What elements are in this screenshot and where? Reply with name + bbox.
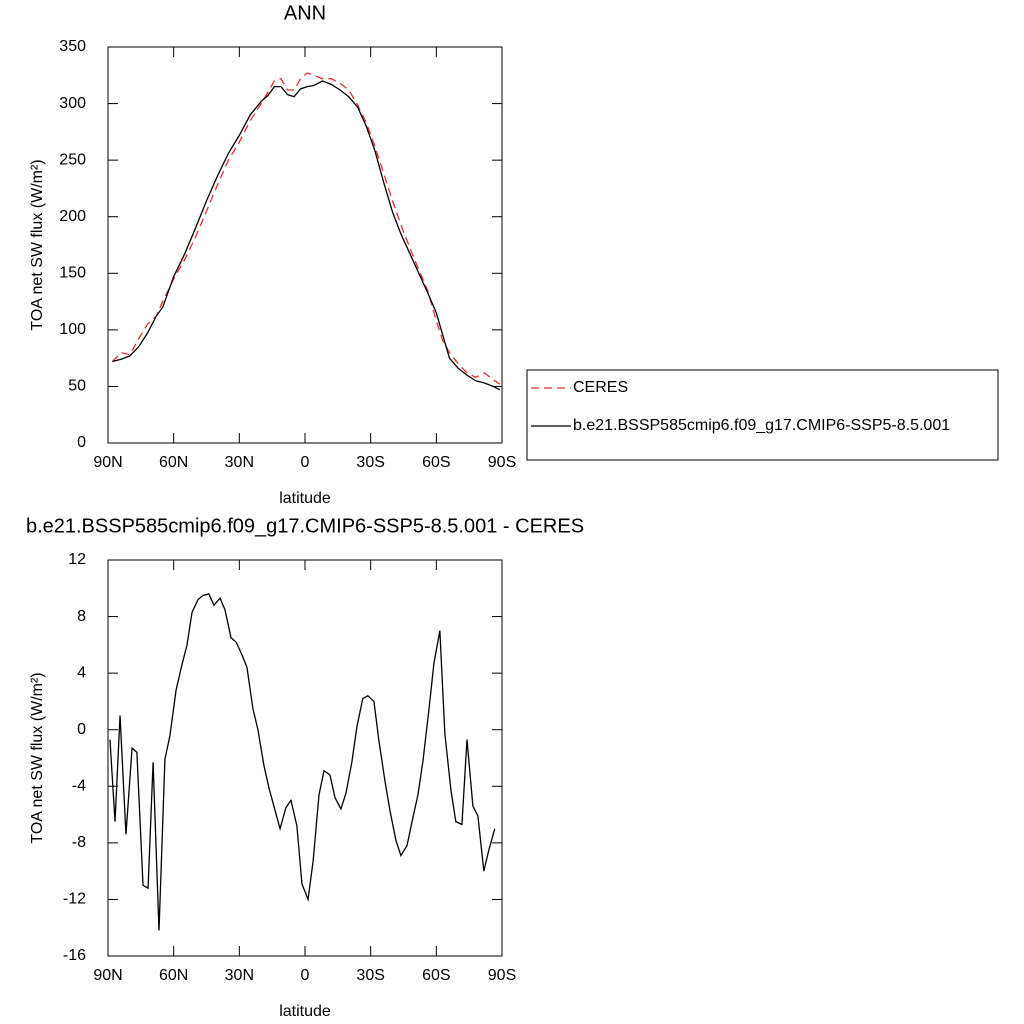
x-tick-label: 90N bbox=[93, 454, 122, 471]
legend-label: CERES bbox=[573, 379, 628, 396]
x-tick-label: 90N bbox=[93, 967, 122, 984]
x-tick-label: 90S bbox=[488, 967, 516, 984]
y-tick-label: 150 bbox=[59, 265, 86, 282]
x-tick-label: 90S bbox=[488, 454, 516, 471]
y-tick-label: -4 bbox=[72, 778, 86, 795]
x-axis-label: latitude bbox=[279, 1003, 331, 1020]
y-tick-label: 250 bbox=[59, 151, 86, 168]
y-tick-label: 300 bbox=[59, 95, 86, 112]
legend-label: b.e21.BSSP585cmip6.f09_g17.CMIP6-SSP5-8.… bbox=[573, 417, 950, 434]
y-tick-label: 4 bbox=[77, 664, 86, 681]
chart-title: ANN bbox=[284, 2, 326, 24]
data-line bbox=[111, 72, 501, 385]
y-tick-label: -8 bbox=[72, 834, 86, 851]
x-tick-label: 60S bbox=[422, 454, 450, 471]
x-tick-label: 30S bbox=[356, 967, 384, 984]
plot-frame bbox=[107, 559, 503, 957]
x-tick-label: 0 bbox=[301, 454, 310, 471]
x-tick-label: 30N bbox=[225, 967, 254, 984]
y-tick-label: 200 bbox=[59, 208, 86, 225]
y-tick-label: -12 bbox=[63, 891, 86, 908]
x-axis-label: latitude bbox=[279, 490, 331, 507]
x-tick-label: 60S bbox=[422, 967, 450, 984]
x-tick-label: 30N bbox=[225, 454, 254, 471]
x-tick-label: 0 bbox=[301, 967, 310, 984]
x-tick-label: 60N bbox=[159, 454, 188, 471]
y-tick-label: -16 bbox=[63, 947, 86, 964]
chart-title: b.e21.BSSP585cmip6.f09_g17.CMIP6-SSP5-8.… bbox=[26, 515, 584, 537]
data-line bbox=[109, 593, 496, 931]
x-tick-label: 60N bbox=[159, 967, 188, 984]
legend-box bbox=[526, 369, 999, 461]
y-tick-label: 8 bbox=[77, 608, 86, 625]
plot-frame bbox=[107, 46, 503, 444]
y-axis-label: TOA net SW flux (W/m²) bbox=[29, 159, 46, 330]
y-tick-label: 50 bbox=[68, 378, 86, 395]
y-axis-label: TOA net SW flux (W/m²) bbox=[29, 672, 46, 843]
y-tick-label: 12 bbox=[68, 551, 86, 568]
y-tick-label: 0 bbox=[77, 434, 86, 451]
y-tick-label: 0 bbox=[77, 721, 86, 738]
y-tick-label: 100 bbox=[59, 321, 86, 338]
y-tick-label: 350 bbox=[59, 38, 86, 55]
x-tick-label: 30S bbox=[356, 454, 384, 471]
data-line bbox=[112, 80, 501, 391]
